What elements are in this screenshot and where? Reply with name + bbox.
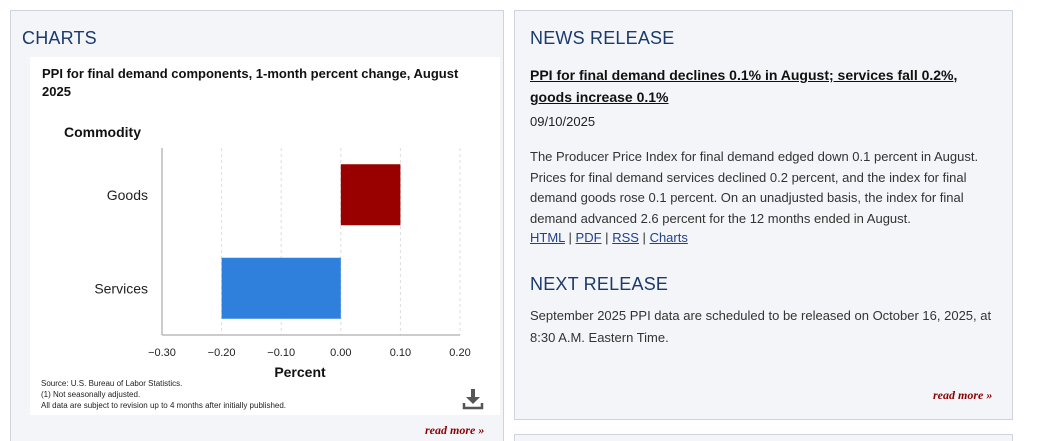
chart-title: PPI for final demand components, 1-month… [42,66,459,99]
link-separator: | [642,230,646,245]
y-axis-title: Commodity [64,124,141,140]
news-body: The Producer Price Index for final deman… [530,149,979,226]
pdf-link[interactable]: PDF [575,230,602,245]
bar-goods [340,164,401,226]
x-tick-label: 0.10 [390,347,411,359]
news-headline-link[interactable]: PPI for final demand declines 0.1% in Au… [530,67,958,105]
rss-link[interactable]: RSS [612,230,639,245]
chart-revision-note: All data are subject to revision up to 4… [41,401,287,410]
news-read-more-link[interactable]: read more » [933,388,993,402]
link-separator: | [568,230,572,245]
chart-source: Source: U.S. Bureau of Labor Statistics. [41,379,183,388]
charts-heading: CHARTS [22,28,97,48]
html-link[interactable]: HTML [530,230,565,245]
next-panel-edge [514,434,1013,441]
next-release-body: September 2025 PPI data are scheduled to… [530,308,992,345]
x-axis-title: Percent [274,364,326,380]
chart-note: (1) Not seasonally adjusted. [41,390,141,399]
bar-services [221,257,341,319]
x-tick-label: −0.10 [267,347,295,359]
category-label: Goods [107,187,148,203]
news-release-heading: NEWS RELEASE [530,28,675,48]
download-icon[interactable] [462,387,484,411]
news-date: 09/10/2025 [530,114,596,129]
x-tick-label: 0.00 [330,347,351,359]
charts-link[interactable]: Charts [649,230,688,245]
bar-chart: −0.30 −0.20 −0.10 0.00 0.10 0.20 Goods Services… [64,124,471,380]
x-tick-label: 0.20 [449,347,470,359]
news-links: HTML | PDF | RSS | Charts [530,230,688,245]
link-separator: | [605,230,609,245]
news-release-panel: NEWS RELEASE PPI for final demand declin… [514,10,1013,420]
charts-read-more-link[interactable]: read more » [425,423,485,437]
chart-card: PPI for final demand components, 1-month… [30,57,500,415]
charts-panel: CHARTS PPI for final demand components, … [10,10,504,441]
category-label: Services [94,280,148,296]
x-tick-label: −0.30 [148,347,176,359]
x-tick-label: −0.20 [208,347,236,359]
next-release-heading: NEXT RELEASE [530,274,669,294]
